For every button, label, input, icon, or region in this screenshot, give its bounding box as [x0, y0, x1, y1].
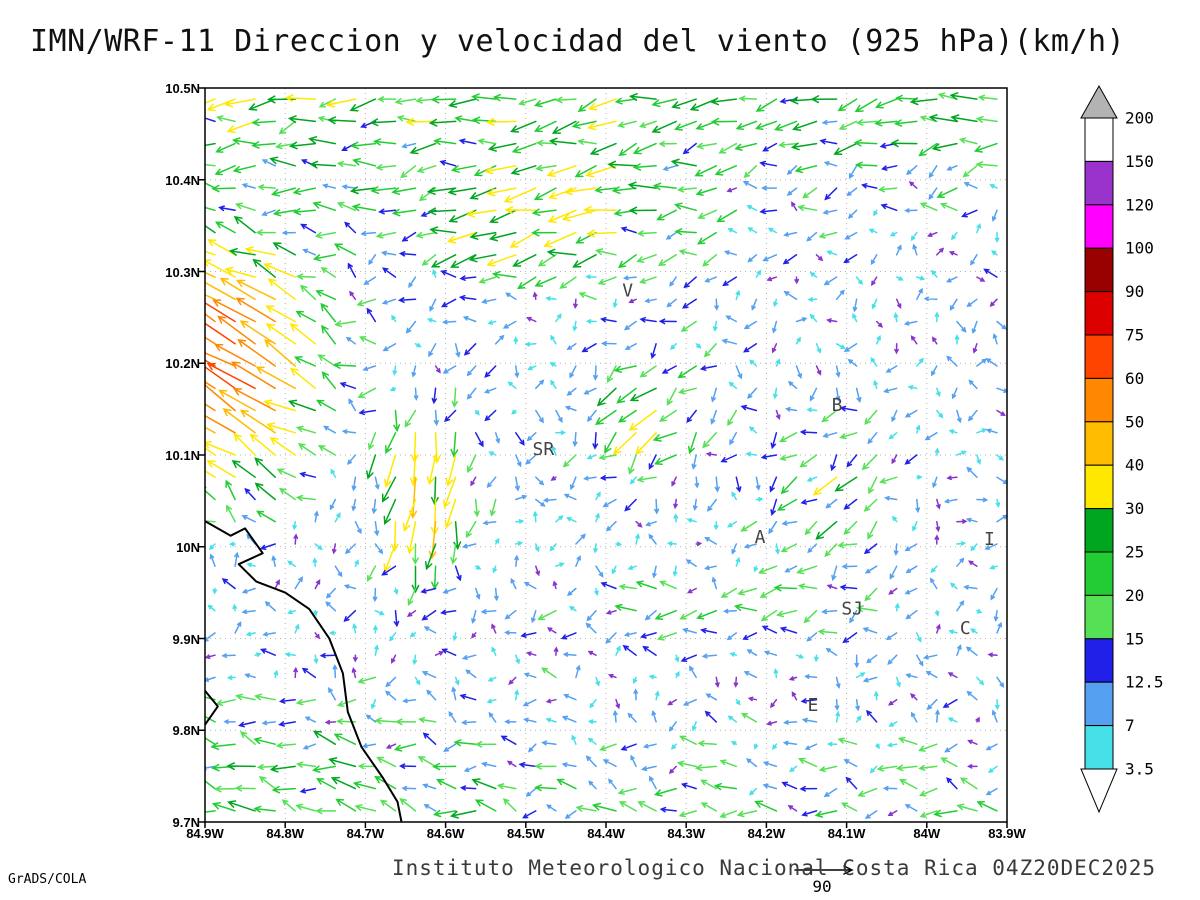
- station-label-c: C: [960, 618, 971, 639]
- colorbar-label: 60: [1125, 369, 1144, 388]
- colorbar-segment: [1084, 638, 1114, 683]
- colorbar-segment: [1084, 377, 1114, 423]
- colorbar-label: 3.5: [1125, 760, 1154, 779]
- gridlines: [204, 87, 1008, 823]
- coastline: [204, 520, 403, 823]
- colorbar-segment: [1084, 725, 1114, 770]
- wind-vectors: [205, 92, 1007, 819]
- grads-attribution: GrADS/COLA: [8, 872, 87, 887]
- colorbar-label: 120: [1125, 195, 1154, 214]
- station-labels: V B SR A SJ C E I: [533, 280, 995, 716]
- colorbar-label: 25: [1125, 543, 1144, 562]
- x-tick-label: 84.7W: [346, 826, 385, 841]
- colorbar-label: 50: [1125, 412, 1144, 431]
- y-tick-label: 9.9N: [172, 631, 200, 647]
- reference-vector-label: 90: [812, 877, 831, 896]
- y-tick-label: 10.4N: [165, 172, 200, 188]
- colorbar-segment: [1084, 247, 1114, 293]
- y-tick-label: 9.8N: [172, 723, 200, 739]
- colorbar-segment: [1084, 204, 1114, 249]
- axis-ticks: [199, 87, 1008, 828]
- colorbar-segment: [1084, 291, 1114, 336]
- colorbar-segment: [1084, 464, 1114, 510]
- y-tick-label: 10.2N: [165, 356, 200, 372]
- x-tick-label: 84.6W: [426, 826, 465, 841]
- station-label-i: I: [984, 529, 995, 550]
- station-label-e: E: [807, 695, 818, 716]
- y-tick-label: 10.3N: [165, 264, 200, 280]
- colorbar-label: 200: [1125, 109, 1154, 128]
- colorbar-label: 15: [1125, 629, 1144, 648]
- station-label-sj: SJ: [841, 599, 863, 620]
- colorbar-over-arrow: [1080, 84, 1118, 119]
- x-tick-label: 84.1W: [827, 826, 866, 841]
- colorbar-segment: [1084, 117, 1114, 162]
- x-tick-label: 84.3W: [667, 826, 705, 841]
- colorbar-under-arrow: [1080, 768, 1118, 814]
- x-tick-label: 84.5W: [507, 826, 545, 841]
- colorbar-label: 90: [1125, 282, 1144, 301]
- reference-vector: 90: [794, 865, 854, 896]
- y-tick-label: 10N: [176, 539, 200, 555]
- colorbar-label: 150: [1125, 152, 1154, 171]
- colorbar-label: 12.5: [1125, 673, 1164, 692]
- colorbar-segment: [1084, 681, 1114, 727]
- chart-title: IMN/WRF-11 Direccion y velocidad del vie…: [30, 24, 1126, 59]
- chart-caption: Instituto Meteorologico Nacional Costa R…: [391, 856, 1156, 880]
- colorbar-segment: [1084, 160, 1114, 206]
- colorbar-segment: [1084, 594, 1114, 640]
- colorbar-label: 30: [1125, 499, 1144, 518]
- colorbar-label: 75: [1125, 326, 1144, 345]
- colorbar-segment: [1084, 421, 1114, 466]
- colorbar-segment: [1084, 334, 1114, 379]
- colorbar-segment: [1084, 508, 1114, 553]
- y-tick-label: 9.7N: [172, 815, 200, 830]
- y-tick-label: 10.5N: [165, 81, 200, 96]
- x-tick-label: 84.4W: [587, 826, 625, 841]
- x-tick-label: 83.9W: [988, 826, 1026, 841]
- x-tick-label: 84.2W: [747, 826, 786, 841]
- colorbar-label: 100: [1125, 239, 1154, 258]
- colorbar-label: 20: [1125, 586, 1144, 605]
- station-label-sr: SR: [533, 439, 555, 460]
- station-label-b: B: [832, 395, 843, 416]
- station-label-a: A: [755, 527, 766, 548]
- x-tick-label: 84.8W: [266, 826, 304, 841]
- station-label-v: V: [622, 280, 633, 301]
- x-tick-label: 84.9W: [186, 826, 224, 841]
- y-tick-label: 10.1N: [165, 448, 200, 463]
- colorbar-segment: [1084, 551, 1114, 596]
- colorbar-label: 7: [1125, 716, 1135, 735]
- colorbar-label: 40: [1125, 456, 1144, 475]
- colorbar: 200 150 120 100 90 75 60 50 40 30 25 20 15 12.5 7 3.5: [1080, 84, 1164, 814]
- x-tick-label: 84W: [913, 826, 941, 841]
